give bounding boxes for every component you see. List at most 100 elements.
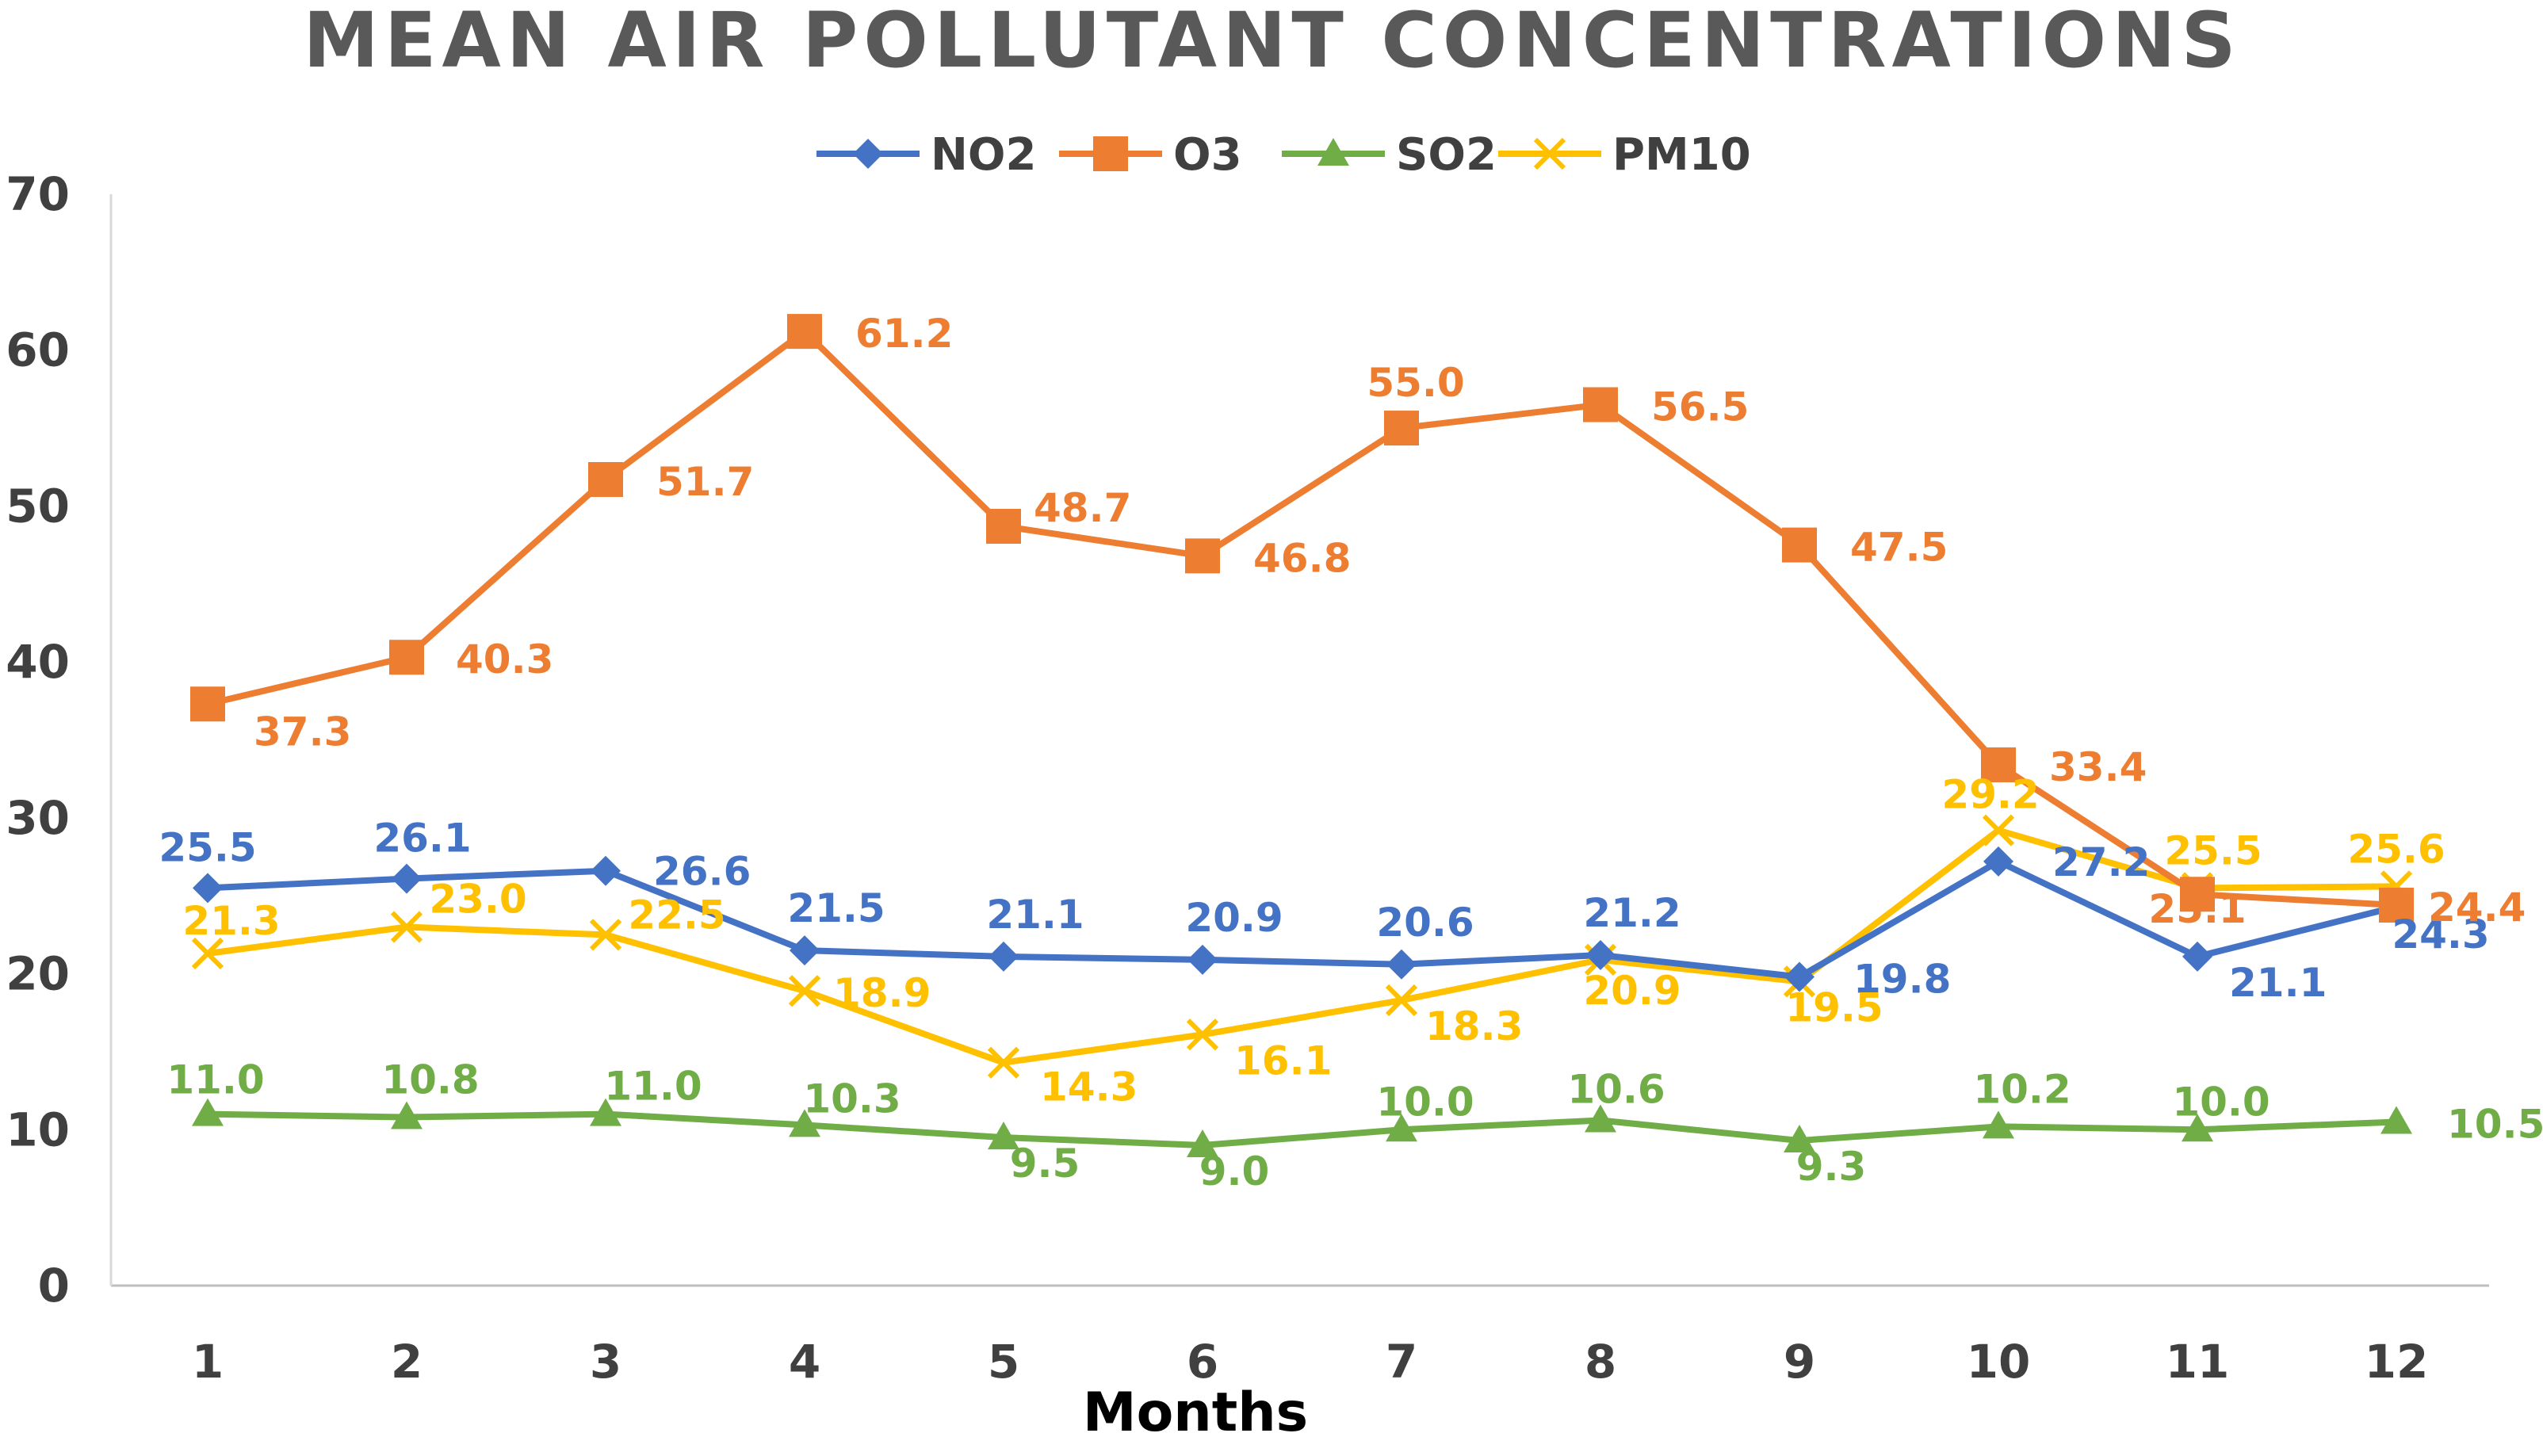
- data-point-so2: [789, 1109, 820, 1137]
- data-point-pm10: [1186, 1018, 1219, 1051]
- x-tick-label: 1: [192, 1335, 224, 1389]
- data-label-o3: 40.3: [456, 636, 553, 682]
- y-tick-label: 10: [6, 1103, 70, 1156]
- x-tick-label: 3: [590, 1335, 621, 1389]
- legend-label-so2: SO2: [1396, 129, 1497, 181]
- data-point-o3: [588, 461, 623, 497]
- data-point-so2: [1784, 1125, 1815, 1153]
- series-line-so2: [207, 1110, 2397, 1148]
- series-line-pm10: [207, 827, 2397, 1066]
- data-label-pm10: 16.1: [1234, 1038, 1332, 1083]
- data-point-no2: [1187, 944, 1218, 975]
- data-point-o3: [787, 314, 822, 350]
- data-point-no2: [1784, 961, 1815, 992]
- data-label-so2: 10.2: [1973, 1066, 2071, 1112]
- data-point-so2: [988, 1122, 1019, 1150]
- data-label-pm10: 25.6: [2347, 826, 2445, 872]
- data-label-so2: 9.5: [1010, 1141, 1080, 1187]
- x-tick-label: 5: [988, 1335, 1019, 1389]
- data-point-no2: [1983, 846, 2013, 877]
- data-label-o3: 47.5: [1850, 525, 1948, 571]
- legend-label-o3: O3: [1173, 129, 1242, 181]
- data-point-o3: [1185, 538, 1220, 574]
- data-label-so2: 11.0: [166, 1057, 264, 1103]
- data-point-so2: [1386, 1114, 1417, 1142]
- data-point-o3: [1583, 387, 1618, 422]
- data-label-no2: 26.1: [373, 816, 471, 862]
- data-label-so2: 9.0: [1199, 1148, 1270, 1194]
- y-tick-label: 70: [6, 167, 70, 221]
- legend-marker-so2: [1317, 138, 1349, 166]
- x-tick-label: 8: [1585, 1335, 1616, 1389]
- data-label-o3: 55.0: [1367, 360, 1464, 406]
- legend-item-o3: O3: [1059, 129, 1242, 181]
- data-label-pm10: 14.3: [1040, 1064, 1138, 1110]
- series-so2: [192, 1098, 2412, 1157]
- data-label-no2: 24.3: [2392, 911, 2489, 957]
- data-label-pm10: 25.5: [2164, 827, 2262, 873]
- data-label-o3: 51.7: [656, 459, 754, 505]
- x-tick-label: 2: [391, 1335, 423, 1389]
- data-label-no2: 20.9: [1185, 895, 1283, 941]
- data-point-so2: [2380, 1106, 2412, 1134]
- data-point-o3: [190, 686, 225, 722]
- data-label-no2: 20.6: [1376, 900, 1474, 946]
- data-point-no2: [392, 863, 422, 894]
- series-group: [190, 314, 2414, 1157]
- data-point-o3: [1384, 411, 1419, 446]
- data-label-no2: 21.1: [986, 892, 1084, 938]
- data-label-so2: 10.6: [1567, 1066, 1665, 1112]
- data-label-o3: 33.4: [2049, 744, 2147, 790]
- data-label-so2: 9.3: [1796, 1144, 1867, 1190]
- data-label-pm10: 18.9: [833, 970, 931, 1016]
- legend-marker-o3: [1093, 136, 1128, 171]
- legend-label-no2: NO2: [931, 129, 1036, 181]
- data-label-so2: 10.3: [803, 1076, 901, 1122]
- data-label-no2: 21.2: [1583, 890, 1681, 936]
- y-tick-label: 20: [6, 947, 70, 1001]
- x-tick-label: 12: [2365, 1335, 2429, 1389]
- data-label-so2: 10.0: [2172, 1079, 2270, 1125]
- y-tick-label: 50: [6, 479, 70, 533]
- data-label-pm10: 29.2: [1941, 772, 2039, 818]
- data-label-o3: 48.7: [1034, 485, 1131, 531]
- data-label-so2: 11.0: [604, 1064, 702, 1110]
- data-label-pm10: 21.3: [182, 898, 280, 944]
- x-tick-label: 4: [789, 1335, 820, 1389]
- data-label-no2: 21.5: [787, 885, 885, 931]
- data-point-pm10: [191, 937, 224, 970]
- series-line-no2: [207, 858, 2397, 980]
- data-point-so2: [1187, 1129, 1218, 1157]
- data-point-so2: [192, 1098, 224, 1126]
- data-point-no2: [193, 873, 223, 904]
- data-point-o3: [2180, 877, 2215, 912]
- legend-label-pm10: PM10: [1612, 129, 1751, 181]
- data-label-o3: 25.1: [2148, 886, 2246, 932]
- data-point-o3: [2379, 888, 2414, 923]
- data-point-o3: [1981, 747, 2016, 782]
- data-point-so2: [1585, 1104, 1616, 1133]
- legend-marker-no2: [853, 139, 883, 169]
- legend-marker-pm10: [1533, 137, 1566, 170]
- data-label-o3: 24.4: [2428, 885, 2526, 931]
- data-point-o3: [1782, 527, 1817, 563]
- data-point-no2: [790, 935, 820, 966]
- data-label-so2: 10.5: [2447, 1101, 2543, 1147]
- data-label-pm10: 20.9: [1583, 968, 1681, 1014]
- series-line-o3: [207, 328, 2397, 909]
- data-label-pm10: 18.3: [1425, 1003, 1523, 1049]
- legend-item-pm10: PM10: [1498, 129, 1751, 181]
- data-label-o3: 61.2: [855, 311, 953, 357]
- data-point-no2: [591, 855, 621, 886]
- data-label-so2: 10.0: [1376, 1079, 1474, 1125]
- legend-item-so2: SO2: [1282, 129, 1497, 181]
- data-label-o3: 37.3: [254, 709, 351, 755]
- data-label-no2: 19.8: [1853, 957, 1951, 1003]
- data-point-no2: [2182, 941, 2212, 972]
- x-axis-title: Months: [1083, 1381, 1308, 1444]
- data-point-no2: [1386, 949, 1417, 980]
- legend: NO2 O3 SO2 PM10: [816, 129, 1751, 181]
- data-point-so2: [590, 1098, 621, 1126]
